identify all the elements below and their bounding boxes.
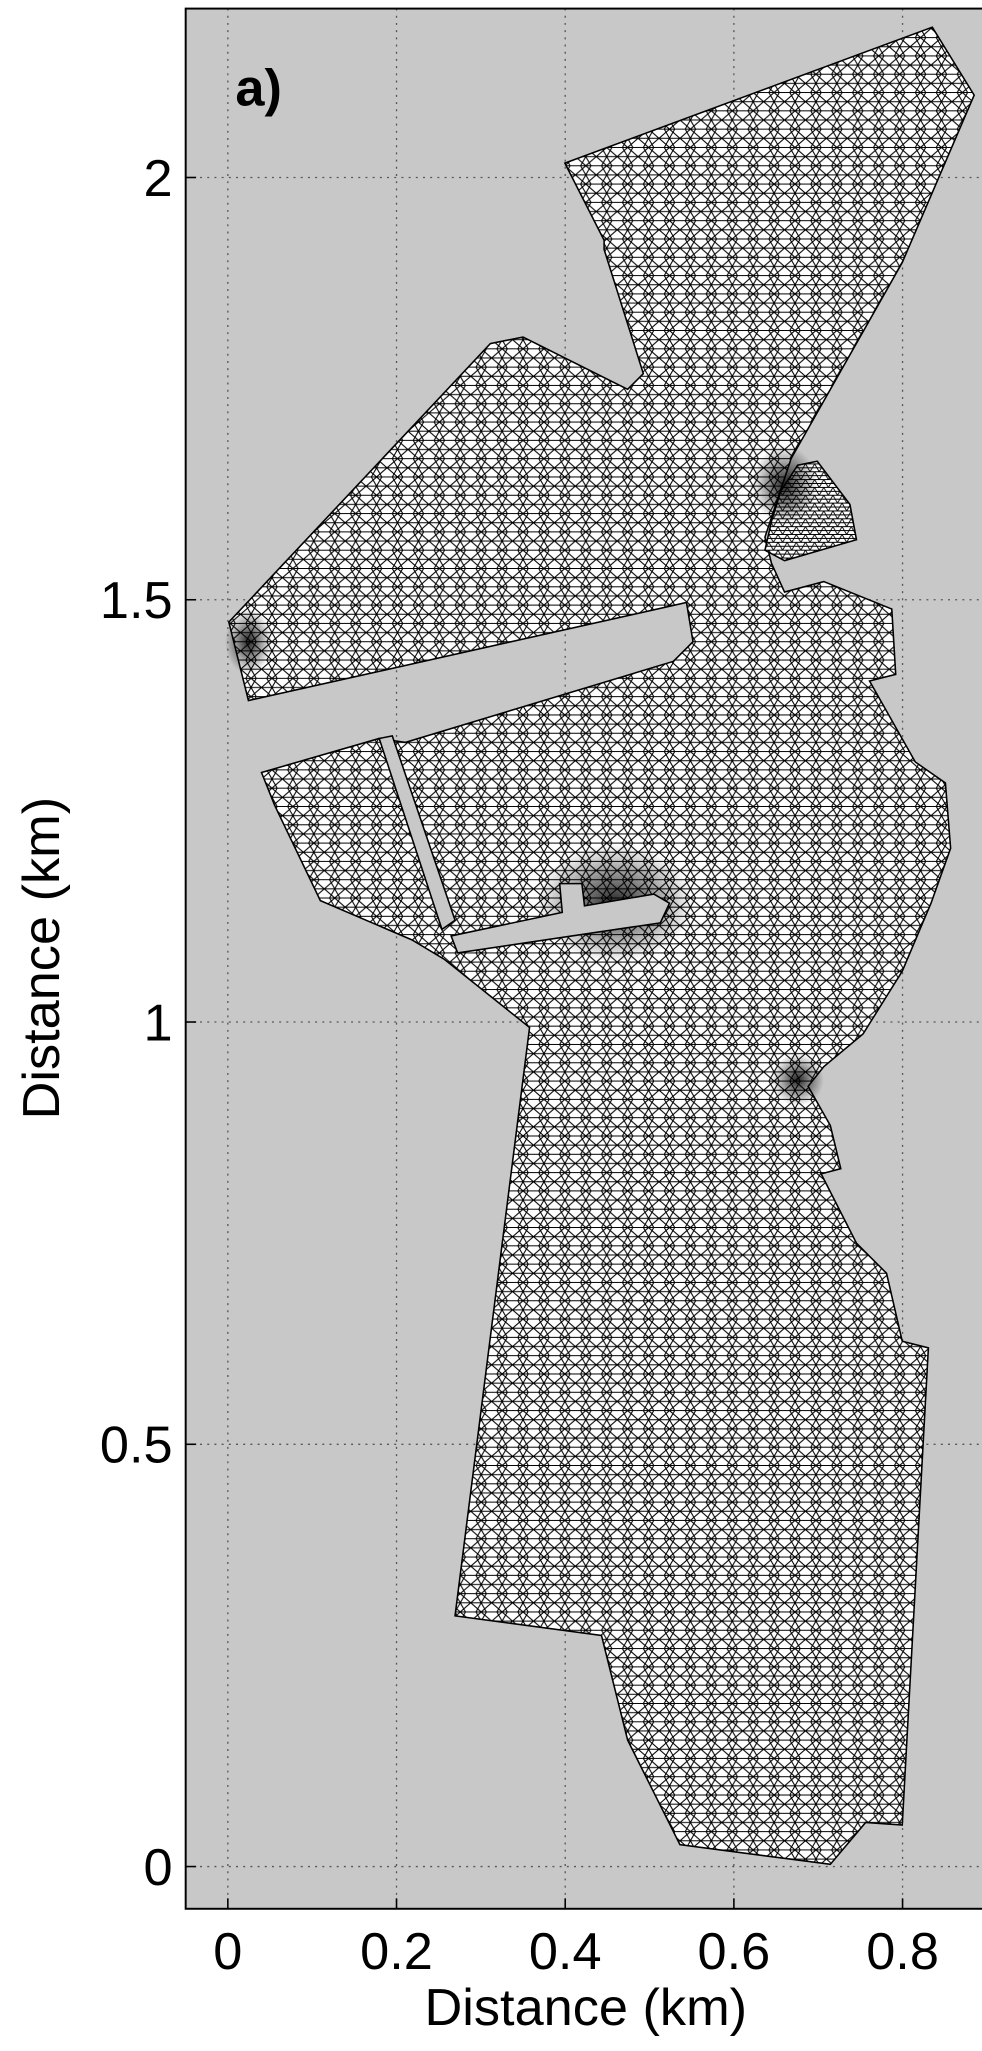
mesh-refinement: [771, 1054, 823, 1106]
chart: 00.20.40.60.800.511.52 a) Distance (km) …: [0, 0, 982, 2051]
y-tick-label: 2: [144, 150, 173, 208]
mesh-refinement: [752, 446, 817, 524]
y-axis-label: Distance (km): [13, 797, 71, 1120]
y-tick-label: 0: [144, 1839, 173, 1897]
y-tick-label: 1: [144, 994, 173, 1052]
x-tick-label: 0.2: [360, 1923, 433, 1981]
page: 00.20.40.60.800.511.52 a) Distance (km) …: [0, 0, 982, 2051]
y-tick-label: 0.5: [100, 1417, 173, 1475]
x-tick-label: 0: [213, 1923, 242, 1981]
annotation: a): [235, 60, 282, 118]
x-tick-label: 0.8: [866, 1923, 939, 1981]
x-tick-label: 0.4: [529, 1923, 602, 1981]
mesh-refinement: [225, 609, 272, 674]
y-tick-label: 1.5: [100, 572, 173, 630]
x-axis-label: Distance (km): [425, 1979, 748, 2037]
x-tick-label: 0.6: [698, 1923, 771, 1981]
